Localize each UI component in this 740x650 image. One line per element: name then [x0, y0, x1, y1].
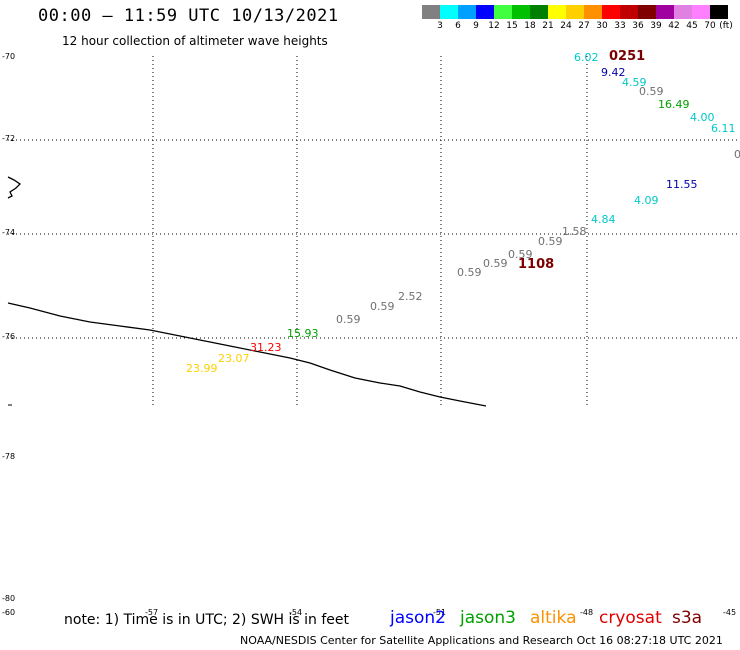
wave-height-label: 15.93 — [287, 327, 319, 340]
legend-label: 30 — [596, 21, 608, 31]
lat-label: -74 — [2, 228, 16, 237]
legend-swatch — [440, 5, 458, 19]
legend-swatch — [584, 5, 602, 19]
legend-swatch — [494, 5, 512, 19]
page-title: 00:00 – 11:59 UTC 10/13/2021 — [38, 6, 339, 26]
lon-label: -48 — [580, 608, 594, 617]
wave-height-label: 0.59 — [538, 235, 563, 248]
wave-height-label: 0.59 — [508, 248, 533, 261]
satellite-legend-jason3: jason3 — [460, 608, 516, 628]
legend-label: 6 — [455, 21, 461, 31]
legend-label: 9 — [473, 21, 479, 31]
legend-swatch — [656, 5, 674, 19]
legend-swatch — [476, 5, 494, 19]
lon-label: -54 — [289, 608, 303, 617]
legend-swatch — [422, 5, 440, 19]
legend-label: 33 — [614, 21, 626, 31]
pass-time-label: 1108 — [518, 257, 555, 272]
satellite-legend-jason2: jason2 — [390, 608, 446, 628]
wave-height-label: 1.58 — [562, 225, 587, 238]
satellite-legend-s3a: s3a — [672, 608, 703, 628]
legend-swatch — [458, 5, 476, 19]
legend-swatch — [710, 5, 728, 19]
pass-time-label: 0251 — [609, 49, 646, 64]
legend-swatch — [692, 5, 710, 19]
satellite-legend-altika: altika — [530, 608, 577, 628]
lat-label: -70 — [2, 52, 16, 61]
wave-height-label: 0.59 — [370, 300, 395, 313]
legend-swatch — [620, 5, 638, 19]
wave-height-label: 16.49 — [658, 98, 690, 111]
wave-height-label: 0.59 — [457, 266, 482, 279]
legend-swatch — [530, 5, 548, 19]
legend-swatch — [674, 5, 692, 19]
legend-label: 39 — [650, 21, 662, 31]
legend-swatch — [512, 5, 530, 19]
lat-label: -78 — [2, 452, 16, 461]
wave-height-label: 23.07 — [218, 352, 250, 365]
footer-note: note: 1) Time is in UTC; 2) SWH is in fe… — [64, 612, 350, 628]
wave-height-label: 31.23 — [250, 341, 282, 354]
legend-label: 24 — [560, 21, 572, 31]
legend-swatch — [548, 5, 566, 19]
credit-line: NOAA/NESDIS Center for Satellite Applica… — [240, 634, 723, 647]
lat-label: -72 — [2, 134, 16, 143]
wave-height-label: 4.84 — [591, 213, 616, 226]
wave-height-label: 0 — [734, 148, 740, 161]
legend-swatch — [566, 5, 584, 19]
wave-height-label: 0.59 — [483, 257, 508, 270]
wave-height-label: 0.59 — [336, 313, 361, 326]
wave-height-label: 11.55 — [666, 178, 698, 191]
legend-label: 21 — [542, 21, 554, 31]
wave-height-label: 6.02 — [574, 51, 599, 64]
wave-height-label: 23.99 — [186, 362, 218, 375]
lon-label: -45 — [723, 608, 737, 617]
legend-label: 3 — [437, 21, 443, 31]
legend-swatch — [602, 5, 620, 19]
legend-label: 45 — [686, 21, 698, 31]
wave-height-label: 6.11 — [711, 122, 736, 135]
wave-height-label: 4.59 — [622, 76, 647, 89]
graticule — [8, 56, 740, 405]
satellite-legend-cryosat: cryosat — [599, 608, 662, 628]
legend-label: 15 — [506, 21, 518, 31]
legend-label: 18 — [524, 21, 536, 31]
legend-label: 42 — [668, 21, 680, 31]
legend-label: 27 — [578, 21, 590, 31]
wave-height-label: 4.09 — [634, 194, 659, 207]
wave-height-label: 9.42 — [601, 66, 626, 79]
lon-label: -60 — [2, 608, 16, 617]
wave-height-label: 0.59 — [639, 85, 664, 98]
island-outline — [7, 176, 22, 199]
legend-swatch — [638, 5, 656, 19]
wave-height-label: 4.00 — [690, 111, 715, 124]
lon-label: -51 — [433, 608, 447, 617]
lon-label: -57 — [145, 608, 159, 617]
page-subtitle: 12 hour collection of altimeter wave hei… — [62, 34, 328, 48]
coastline — [7, 302, 487, 407]
legend-label: 70 — [704, 21, 716, 31]
legend-unit: (ft) — [719, 21, 733, 31]
legend-label: 12 — [488, 21, 500, 31]
lat-label: -76 — [2, 332, 16, 341]
wave-height-label: 2.52 — [398, 290, 423, 303]
lat-label: -80 — [2, 594, 16, 603]
legend-label: 36 — [632, 21, 644, 31]
